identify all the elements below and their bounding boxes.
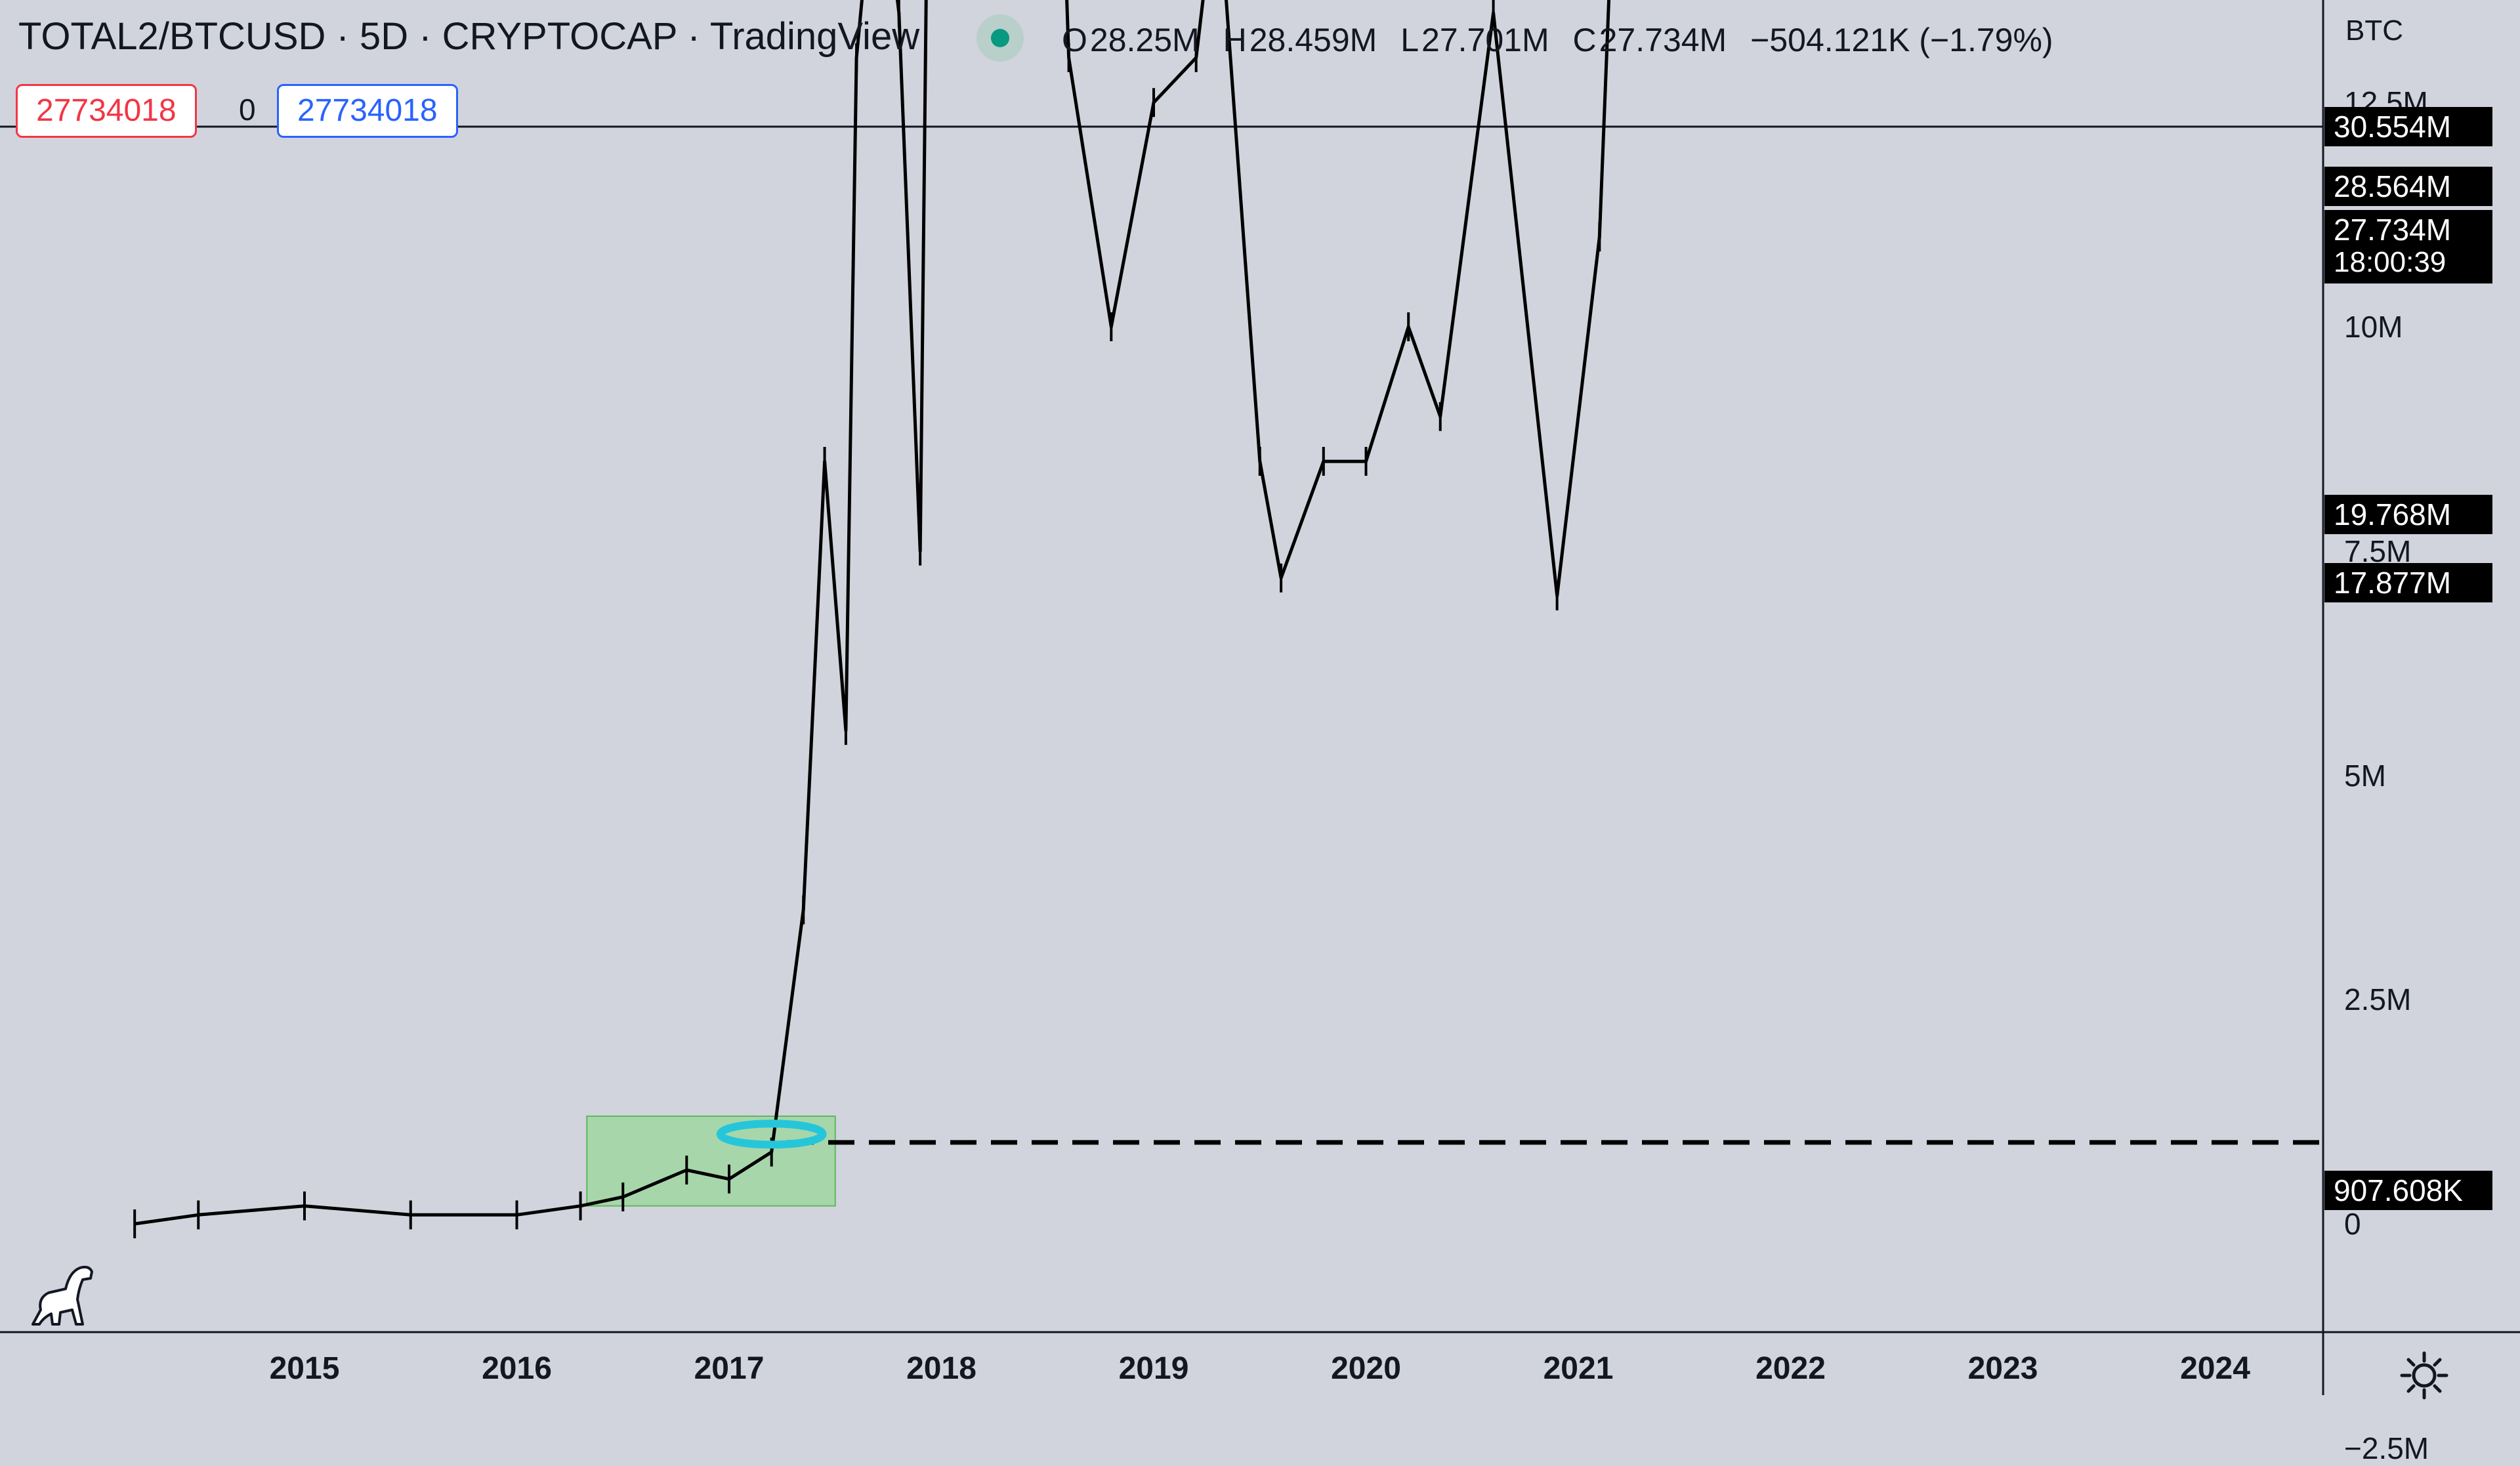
change-value: −504.121K (−1.79%) (1750, 22, 2053, 58)
market-status-icon (976, 14, 1024, 62)
time-axis-label: 2016 (482, 1351, 552, 1386)
price-axis-label: −2.5M (2344, 1431, 2429, 1465)
high-value: 28.459M (1249, 22, 1377, 58)
currency-unit-label[interactable]: BTC (2345, 14, 2403, 47)
price-tag-range-top[interactable]: 28.564M (2324, 167, 2492, 206)
time-axis-label: 2023 (1967, 1351, 2038, 1386)
price-tag-support[interactable]: 17.877M (2324, 563, 2492, 602)
high-label: H (1223, 22, 1247, 58)
accumulation-box (586, 1115, 836, 1207)
time-axis-label: 2022 (1755, 1351, 1826, 1386)
highlight-ellipse (716, 1120, 827, 1149)
time-axis-label: 2019 (1118, 1351, 1189, 1386)
time-axis-label: 2020 (1331, 1351, 1401, 1386)
time-axis-label: 2021 (1543, 1351, 1614, 1386)
open-label: O (1062, 22, 1087, 58)
buy-button[interactable]: 27734018 (277, 84, 458, 138)
time-axis-label: 2018 (906, 1351, 976, 1386)
time-axis-label: 2015 (269, 1351, 340, 1386)
ohlc-legend: O28.25M H28.459M L27.701M C27.734M −504.… (1062, 21, 2053, 59)
price-tag-range-bottom[interactable]: 19.768M (2324, 495, 2492, 534)
bar-countdown: 18:00:39 (2324, 241, 2492, 283)
price-chart[interactable] (0, 0, 2520, 1395)
sell-button[interactable]: 27734018 (16, 84, 197, 138)
low-label: L (1400, 22, 1419, 58)
price-tag-high[interactable]: 30.554M (2324, 107, 2492, 146)
price-axis-label: 0 (2344, 1207, 2361, 1241)
tradingview-logo-icon[interactable] (26, 1259, 98, 1331)
price-tag-breakout[interactable]: 907.608K (2324, 1171, 2492, 1210)
open-value: 28.25M (1089, 22, 1200, 58)
price-axis-label: 2.5M (2344, 982, 2412, 1017)
price-axis-label: 10M (2344, 310, 2403, 344)
time-axis-label: 2017 (694, 1351, 765, 1386)
close-label: C (1572, 22, 1597, 58)
symbol-title[interactable]: TOTAL2/BTCUSD · 5D · CRYPTOCAP · Trading… (18, 15, 920, 58)
price-axis-label: 5M (2344, 758, 2386, 793)
time-axis-label: 2024 (2180, 1351, 2250, 1386)
price-series-line (134, 0, 1611, 1226)
settings-gear-icon[interactable] (2397, 1348, 2452, 1403)
status-dot (991, 29, 1009, 47)
low-value: 27.701M (1421, 22, 1549, 58)
spread-value: 0 (239, 93, 256, 127)
price-axis-label: 7.5M (2344, 534, 2412, 568)
close-value: 27.734M (1599, 22, 1727, 58)
